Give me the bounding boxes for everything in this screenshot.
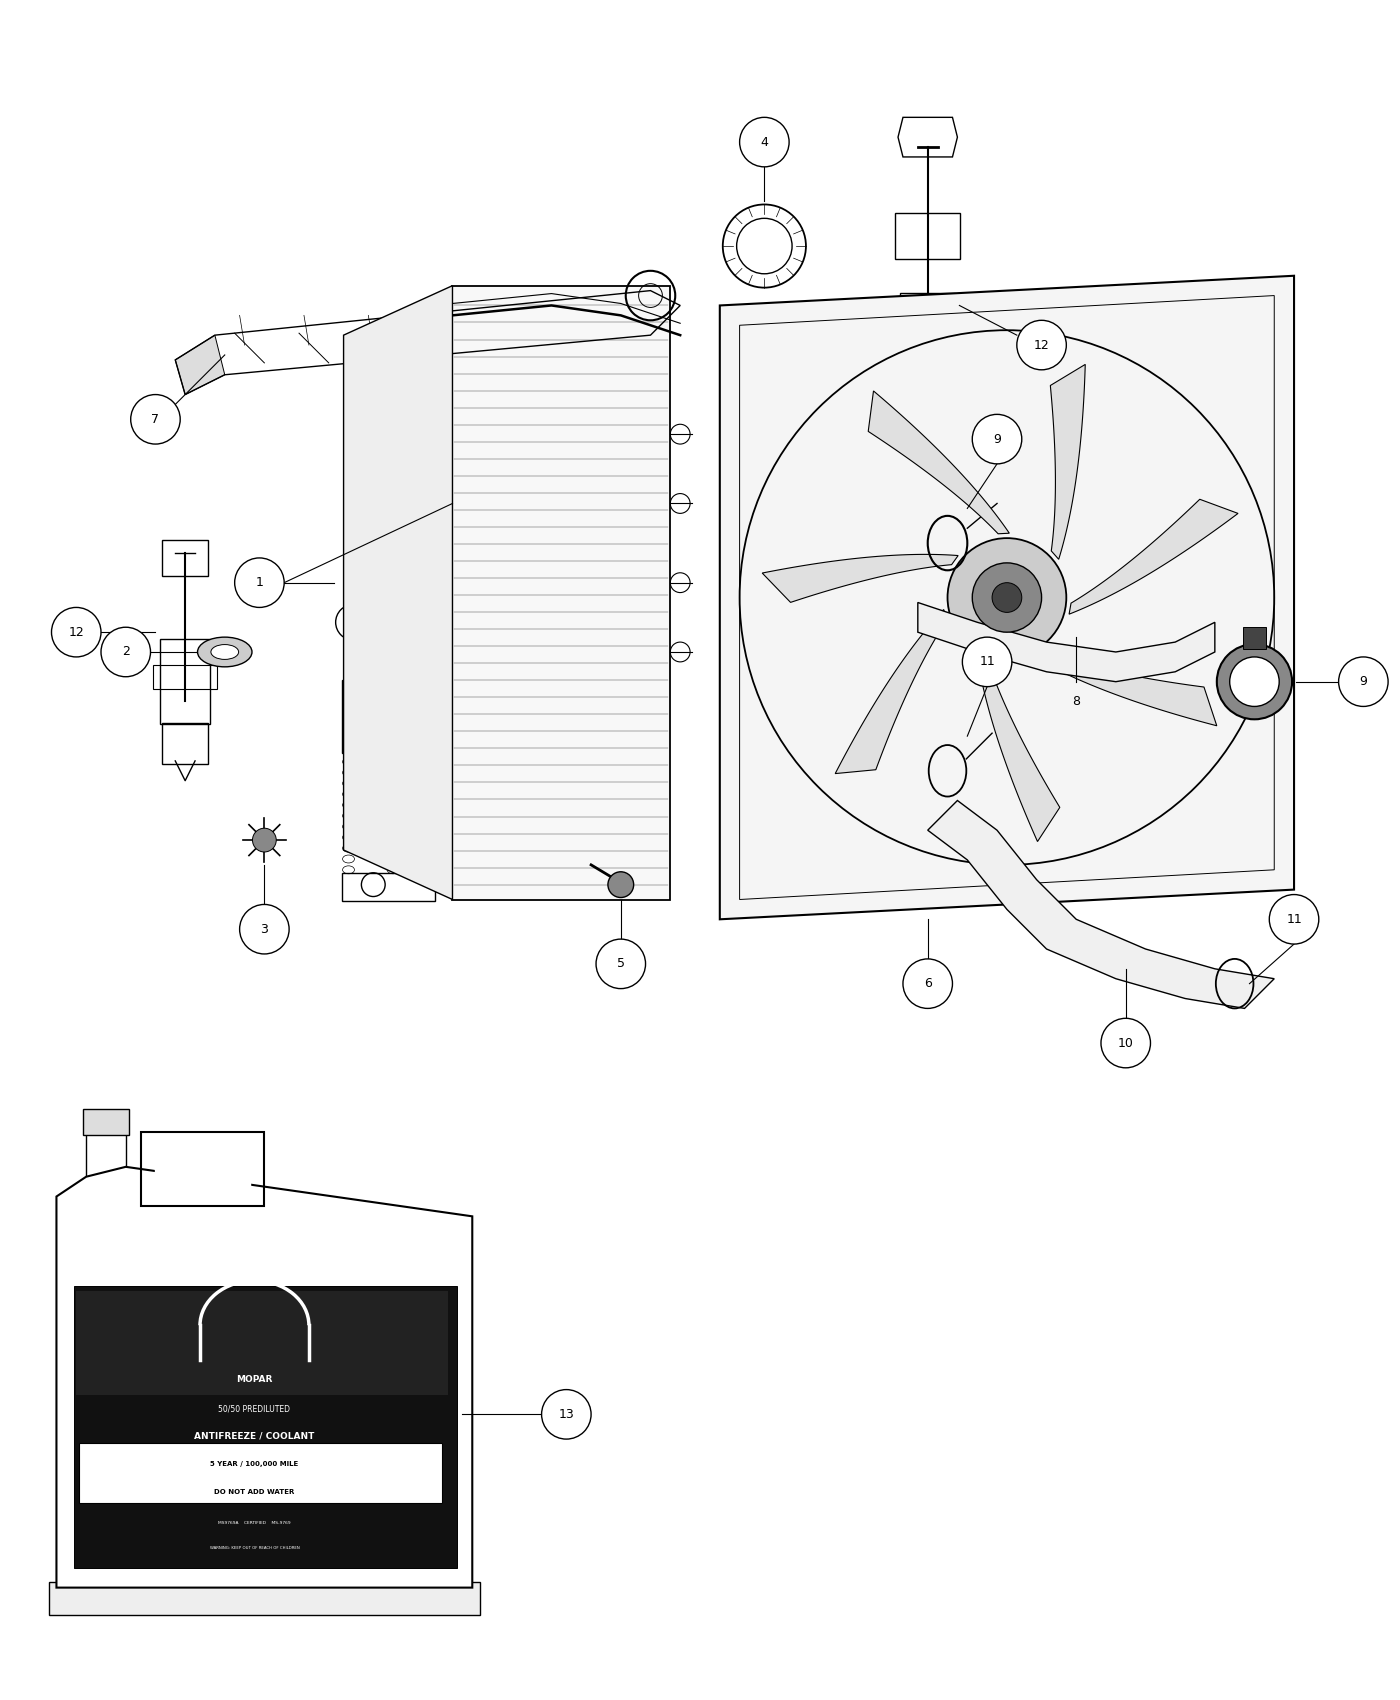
FancyBboxPatch shape	[80, 1443, 441, 1503]
Polygon shape	[928, 801, 1274, 1008]
Text: 10: 10	[1117, 1037, 1134, 1049]
Text: 4: 4	[760, 136, 769, 148]
FancyBboxPatch shape	[83, 1110, 129, 1136]
Circle shape	[542, 1389, 591, 1440]
Polygon shape	[762, 554, 958, 602]
Text: 50/50 PREDILUTED: 50/50 PREDILUTED	[218, 1404, 290, 1414]
FancyBboxPatch shape	[87, 1130, 126, 1178]
Circle shape	[596, 938, 645, 989]
Circle shape	[993, 583, 1022, 612]
Polygon shape	[74, 1285, 458, 1567]
Circle shape	[1217, 644, 1292, 719]
Polygon shape	[1033, 651, 1217, 726]
Polygon shape	[452, 286, 671, 899]
Polygon shape	[868, 391, 1009, 534]
Polygon shape	[56, 1166, 472, 1588]
Circle shape	[1338, 656, 1389, 707]
Text: MOPAR: MOPAR	[237, 1375, 273, 1384]
Circle shape	[235, 558, 284, 607]
Text: ANTIFREEZE / COOLANT: ANTIFREEZE / COOLANT	[195, 1431, 315, 1440]
Circle shape	[101, 627, 151, 677]
Circle shape	[252, 828, 276, 852]
Text: 13: 13	[559, 1408, 574, 1421]
Text: 11: 11	[1287, 913, 1302, 927]
Text: 7: 7	[151, 413, 160, 425]
Polygon shape	[836, 610, 946, 774]
Text: 2: 2	[122, 646, 130, 658]
Circle shape	[948, 539, 1067, 656]
Polygon shape	[977, 654, 1060, 842]
Text: DO NOT ADD WATER: DO NOT ADD WATER	[214, 1489, 294, 1494]
Polygon shape	[918, 602, 1215, 682]
Circle shape	[1016, 320, 1067, 371]
Circle shape	[130, 394, 181, 444]
Circle shape	[1229, 656, 1280, 707]
Ellipse shape	[211, 644, 238, 660]
Polygon shape	[1070, 500, 1238, 614]
Text: 9: 9	[993, 432, 1001, 445]
Polygon shape	[175, 335, 225, 394]
Circle shape	[962, 638, 1012, 687]
Polygon shape	[1050, 364, 1085, 559]
Circle shape	[1100, 1018, 1151, 1068]
FancyBboxPatch shape	[49, 1581, 480, 1615]
Circle shape	[972, 415, 1022, 464]
Text: 12: 12	[69, 626, 84, 639]
Circle shape	[239, 904, 290, 954]
Ellipse shape	[197, 638, 252, 666]
Circle shape	[608, 872, 634, 898]
Text: 8: 8	[1072, 695, 1081, 707]
Polygon shape	[155, 1148, 249, 1192]
FancyBboxPatch shape	[76, 1290, 448, 1394]
Text: 12: 12	[1033, 338, 1050, 352]
Circle shape	[972, 563, 1042, 632]
Text: 11: 11	[979, 656, 995, 668]
Text: 5 YEAR / 100,000 MILE: 5 YEAR / 100,000 MILE	[210, 1460, 298, 1467]
Polygon shape	[343, 286, 452, 899]
Text: 9: 9	[1359, 675, 1368, 688]
Text: 1: 1	[255, 576, 263, 590]
FancyBboxPatch shape	[1243, 627, 1267, 649]
Circle shape	[903, 959, 952, 1008]
Circle shape	[52, 607, 101, 656]
Circle shape	[739, 117, 790, 167]
Text: WARNING: KEEP OUT OF REACH OF CHILDREN: WARNING: KEEP OUT OF REACH OF CHILDREN	[210, 1545, 300, 1550]
Circle shape	[1270, 894, 1319, 944]
Text: 6: 6	[924, 977, 931, 989]
Text: MS9769A    CERTIFIED    MS-9769: MS9769A CERTIFIED MS-9769	[218, 1522, 291, 1525]
Polygon shape	[720, 275, 1294, 920]
Text: 5: 5	[617, 957, 624, 971]
Text: 3: 3	[260, 923, 269, 935]
